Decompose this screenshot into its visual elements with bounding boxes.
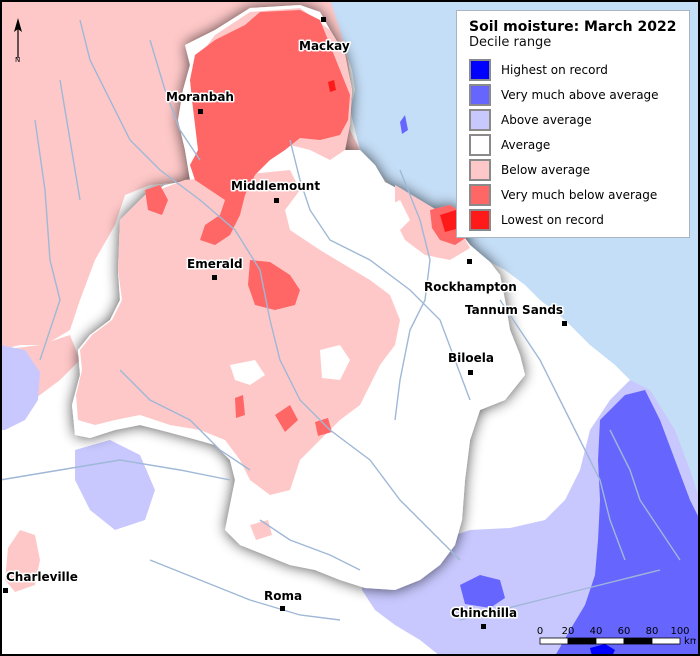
scale-tick-label: 100	[670, 626, 689, 637]
legend-title: Soil moisture: March 2022	[469, 19, 677, 35]
legend-swatch	[469, 58, 491, 81]
legend-label: Very much above average	[501, 87, 659, 102]
town-chinchilla: Chinchilla	[450, 605, 519, 629]
legend-label: Highest on record	[501, 62, 608, 77]
outer-highest-on-record-patch	[590, 644, 615, 656]
svg-text:Chinchilla: Chinchilla	[451, 606, 517, 620]
legend-swatch	[469, 158, 491, 181]
legend-swatch	[469, 183, 491, 206]
scale-tick-label: 20	[562, 626, 575, 637]
island-blue	[400, 115, 408, 134]
town-rockhampton: Rockhampton	[423, 259, 518, 296]
outer-very-much-above-average-southeast	[555, 390, 700, 656]
svg-text:Moranbah: Moranbah	[166, 90, 234, 104]
svg-text:Middlemount: Middlemount	[231, 179, 320, 193]
region-very-much-below-average-spot-1	[145, 185, 168, 215]
svg-text:Charleville: Charleville	[6, 570, 78, 584]
legend-item: Highest on record	[469, 57, 679, 82]
svg-text:Mackay: Mackay	[299, 39, 350, 53]
town-roma: Roma	[263, 588, 304, 611]
town-charleville: Charleville	[3, 569, 79, 593]
legend-item: Very much below average	[469, 182, 679, 207]
town-moranbah: Moranbah	[165, 89, 235, 114]
region-very-much-below-average-north	[190, 10, 350, 245]
svg-text:Emerald: Emerald	[187, 257, 243, 271]
region-very-much-below-average-spot-2	[275, 405, 298, 432]
town-mackay: Mackay	[298, 17, 351, 55]
rivers	[0, 19, 681, 621]
study-region	[72, 5, 525, 590]
legend-item: Very much above average	[469, 82, 679, 107]
lowest-on-record-east	[440, 210, 460, 232]
region-very-much-below-average-spot-3	[315, 418, 332, 436]
scale-tick-label: 80	[646, 626, 659, 637]
outer-very-much-above-average-chinchilla	[460, 575, 505, 608]
legend-label: Very much below average	[501, 187, 658, 202]
legend-item: Lowest on record	[469, 207, 679, 232]
legend-label: Above average	[501, 112, 592, 127]
town-middlemount: Middlemount	[230, 178, 322, 203]
legend-item: Below average	[469, 157, 679, 182]
north-arrow-icon: N	[14, 18, 22, 64]
legend-label: Average	[501, 137, 551, 152]
town-tannum-sands: Tannum Sands	[464, 302, 567, 326]
legend-label: Lowest on record	[501, 212, 604, 227]
svg-text:Biloela: Biloela	[448, 351, 494, 365]
legend-label: Below average	[501, 162, 591, 177]
scale-tick-label: 60	[618, 626, 631, 637]
legend-swatch	[469, 208, 491, 231]
scale-bar: 0 20 40 60 80 100 km	[537, 626, 696, 647]
north-label: N	[15, 56, 20, 64]
legend-swatch	[469, 108, 491, 131]
region-below-average	[76, 170, 400, 495]
legend-swatch	[469, 83, 491, 106]
scale-tick-label: 40	[590, 626, 603, 637]
scale-unit: km	[684, 636, 696, 647]
legend-item: Above average	[469, 107, 679, 132]
legend: Soil moisture: March 2022 Decile range H…	[456, 10, 690, 238]
scale-tick-label: 0	[537, 626, 543, 637]
town-biloela: Biloela	[447, 350, 495, 375]
svg-text:Rockhampton: Rockhampton	[424, 280, 517, 294]
region-average-hole-2	[320, 345, 350, 380]
region-average-hole-1	[230, 360, 265, 385]
lowest-on-record-mackay	[328, 80, 336, 92]
svg-text:Roma: Roma	[264, 589, 302, 603]
outer-above-average-west	[0, 345, 40, 430]
legend-items: Highest on record Very much above average…	[469, 57, 679, 232]
region-very-much-below-average-spot-4	[235, 395, 245, 418]
town-emerald: Emerald	[186, 256, 244, 280]
legend-subtitle: Decile range	[469, 35, 552, 50]
region-average-hole-3	[380, 200, 410, 235]
outer-below-average-charleville	[5, 530, 40, 592]
svg-text:Tannum Sands: Tannum Sands	[465, 303, 563, 317]
legend-item: Average	[469, 132, 679, 157]
legend-swatch	[469, 133, 491, 156]
